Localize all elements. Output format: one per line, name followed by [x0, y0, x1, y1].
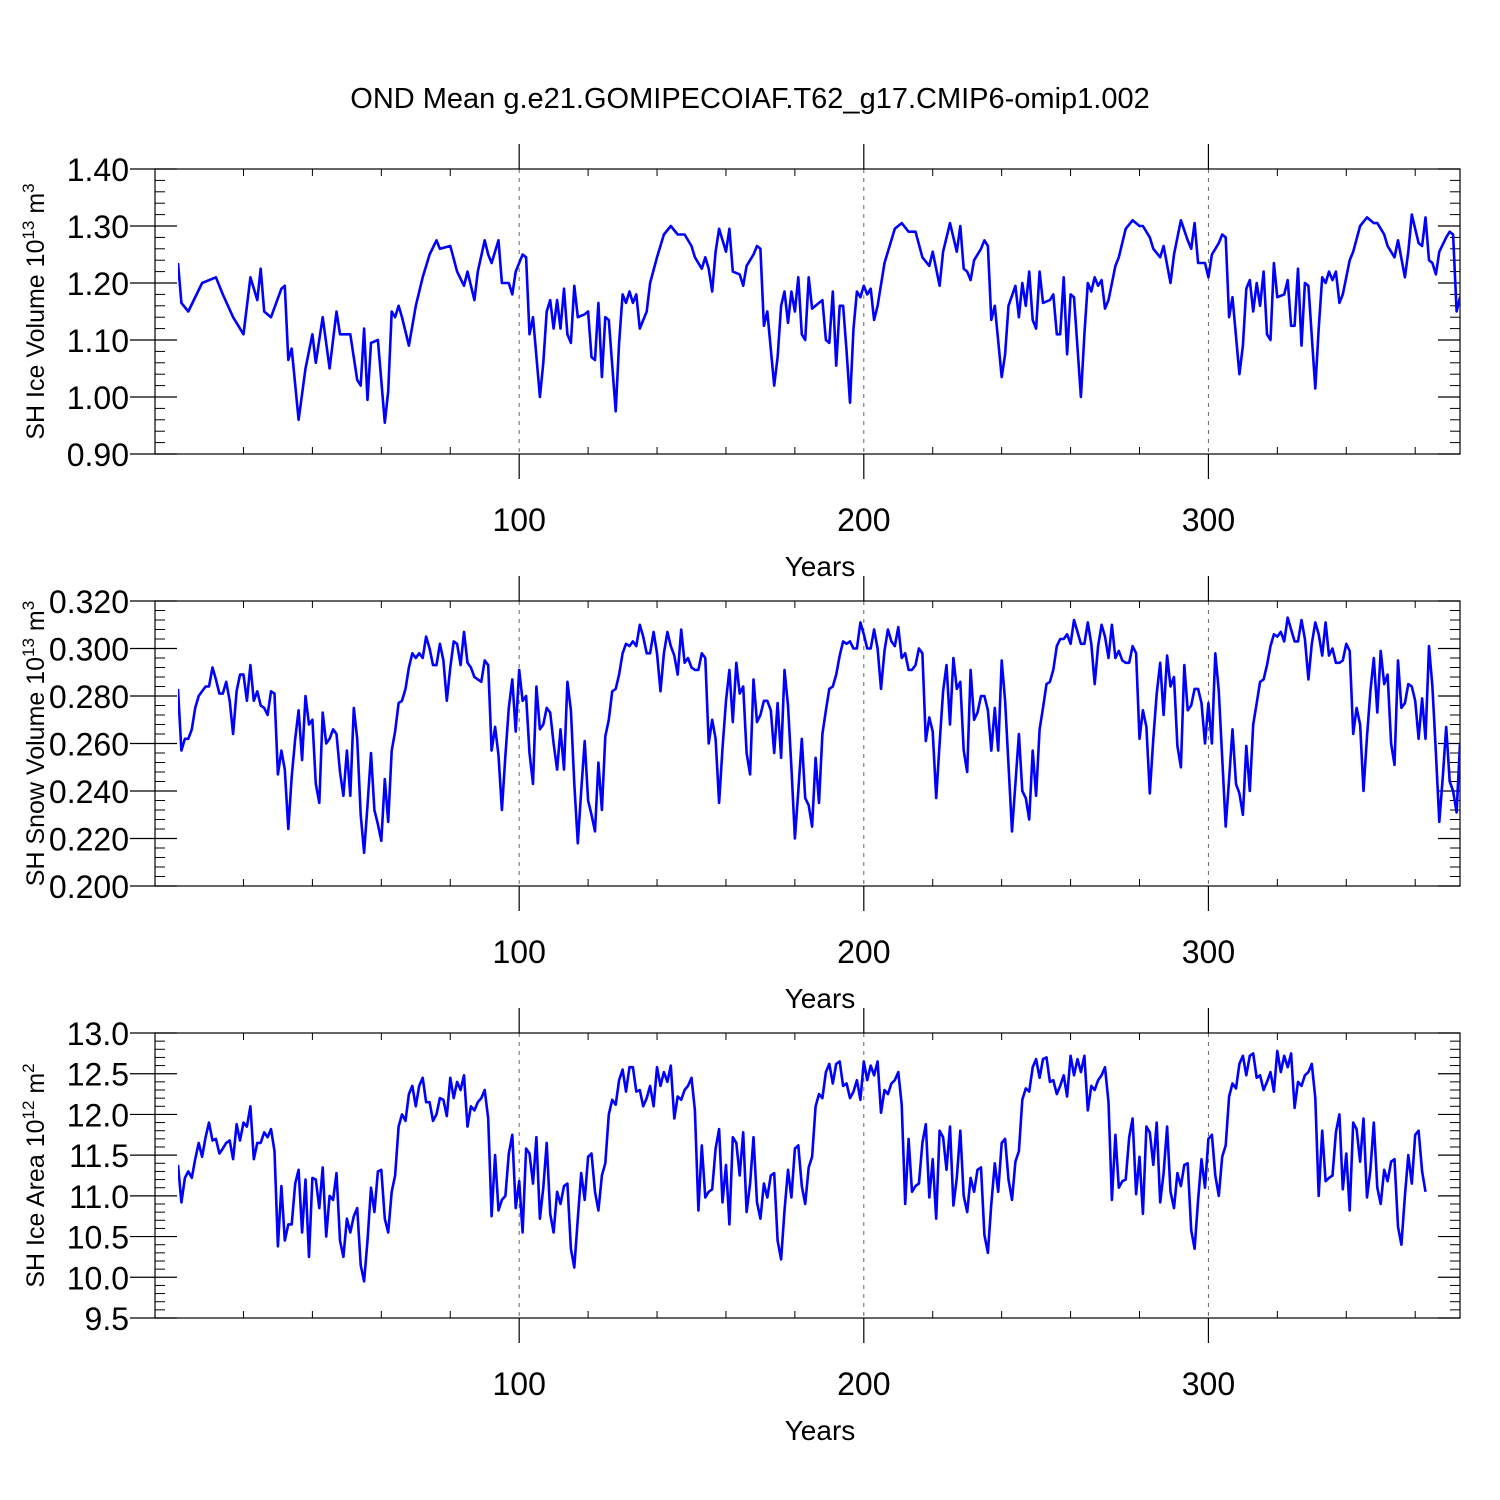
panels: 100 200 300 0.90 1.00 1.10 1.20 1.30 1.40 Years SH… — [19, 144, 1461, 1446]
series-line-snow-volume — [178, 616, 1460, 855]
x-axis-label: Years — [785, 1415, 856, 1446]
x-tick-label: 200 — [837, 934, 890, 970]
x-axis-label: Years — [785, 551, 856, 582]
y-axis-label-unit: m — [22, 1073, 50, 1101]
panel-ice-volume: 100 200 300 0.90 1.00 1.10 1.20 1.30 1.40 Years SH… — [19, 144, 1461, 582]
y-axis-label: SH Ice Area 1012 m2 — [19, 1063, 50, 1287]
y-tick-label: 0.260 — [49, 727, 129, 763]
y-tick-label: 1.30 — [67, 209, 129, 245]
chart-title: OND Mean g.e21.GOMIPECOIAF.T62_g17.CMIP6… — [350, 83, 1149, 115]
x-tick-label: 100 — [492, 1366, 545, 1402]
y-tick-label: 10.5 — [67, 1220, 129, 1256]
y-tick-label: 13.0 — [67, 1016, 129, 1052]
x-tick-label: 200 — [837, 502, 890, 538]
y-tick-label: 1.40 — [67, 152, 129, 188]
panel-ice-area: 100 200 300 9.5 10.0 10.5 11.0 11.5 12.0 12.5 13.0… — [19, 1008, 1461, 1446]
y-tick-label: 11.5 — [69, 1138, 129, 1174]
x-tick-label: 300 — [1182, 1366, 1235, 1402]
series-line-ice-area — [178, 1049, 1427, 1283]
y-axis-label-unit-exponent: 3 — [19, 601, 38, 610]
x-tick-label: 300 — [1182, 934, 1235, 970]
y-tick-label: 0.220 — [49, 822, 129, 858]
x-tick-label: 200 — [837, 1366, 890, 1402]
y-axis-label: SH Ice Volume 1013 m3 — [19, 183, 50, 439]
x-axis-label: Years — [785, 983, 856, 1014]
y-axis-label-unit: m — [22, 193, 50, 221]
y-tick-label: 9.5 — [85, 1301, 129, 1337]
y-tick-label: 10.0 — [67, 1260, 129, 1296]
x-tick-label: 300 — [1182, 502, 1235, 538]
y-axis-label: SH Snow Volume 1013 m3 — [19, 601, 50, 886]
y-tick-label: 0.280 — [49, 679, 129, 715]
y-tick-label: 0.200 — [49, 869, 129, 905]
y-tick-label: 12.0 — [67, 1097, 129, 1133]
y-axis-label-main: SH Ice Volume 10 — [22, 240, 50, 440]
y-tick-label: 0.90 — [67, 437, 129, 473]
y-axis-label-main: SH Snow Volume 10 — [22, 657, 50, 886]
x-tick-label: 100 — [492, 502, 545, 538]
y-tick-label: 1.20 — [67, 266, 129, 302]
y-axis-label-unit: m — [22, 610, 50, 638]
y-axis-label-unit-exponent: 3 — [19, 183, 38, 192]
plot-frame — [154, 1032, 1461, 1319]
y-tick-label: 1.00 — [67, 380, 129, 416]
y-tick-label: 0.320 — [49, 584, 129, 620]
y-axis-label-unit-exponent: 2 — [19, 1063, 38, 1072]
panel-snow-volume: 100 200 300 0.200 0.220 0.240 0.260 0.280 0.300 0… — [19, 576, 1461, 1014]
x-tick-label: 100 — [492, 934, 545, 970]
y-axis-label-main: SH Ice Area 10 — [22, 1120, 50, 1288]
y-tick-label: 11.0 — [69, 1179, 129, 1215]
y-axis-label-exponent: 13 — [19, 638, 38, 657]
series-line-ice-volume — [178, 213, 1460, 425]
y-axis-label-exponent: 12 — [19, 1101, 38, 1120]
y-tick-label: 0.240 — [49, 774, 129, 810]
y-axis-label-exponent: 13 — [19, 221, 38, 240]
y-tick-label: 12.5 — [67, 1057, 129, 1093]
y-tick-label: 0.300 — [49, 632, 129, 668]
plot-frame — [154, 168, 1461, 455]
y-tick-label: 1.10 — [67, 323, 129, 359]
